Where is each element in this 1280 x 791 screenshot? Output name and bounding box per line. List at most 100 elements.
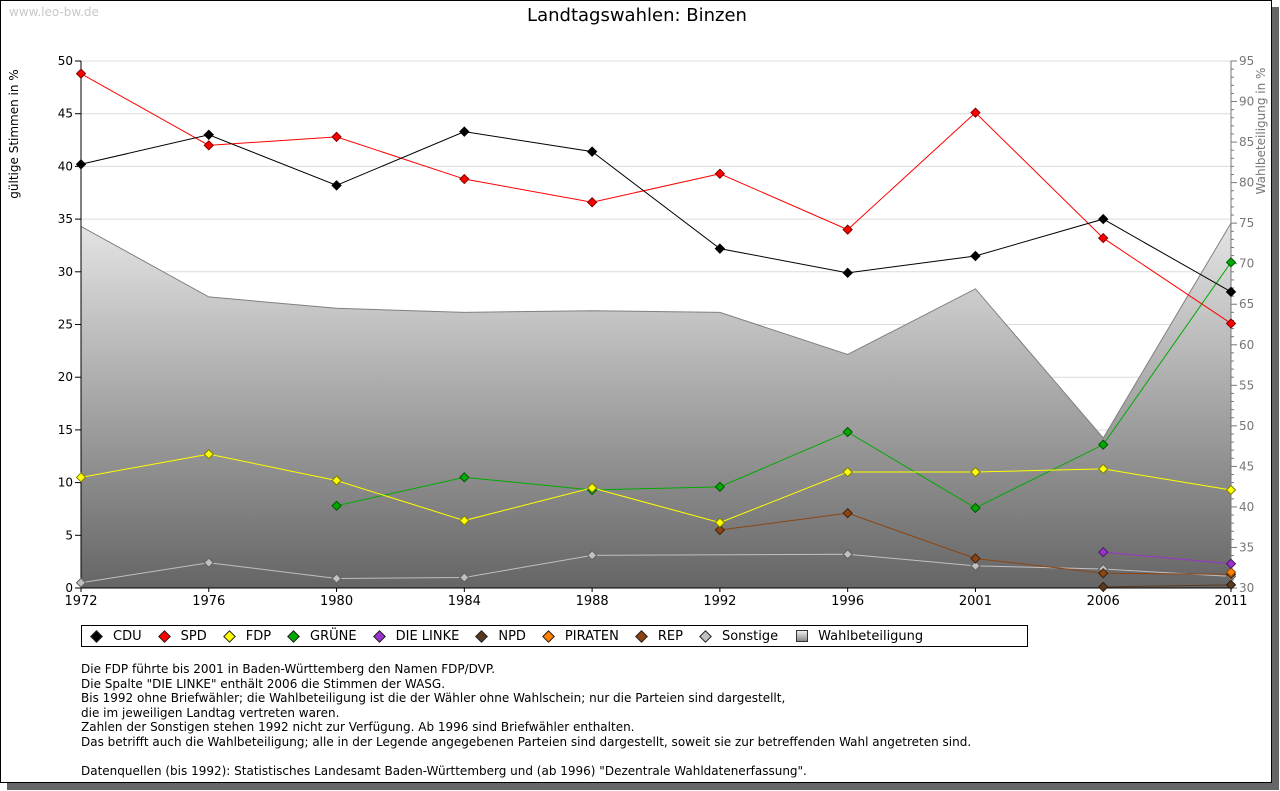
legend-label: Sonstige xyxy=(721,628,779,644)
data-point-grüne xyxy=(970,502,981,514)
legend-marker-icon xyxy=(287,629,300,643)
turnout-area-fill xyxy=(81,223,1231,588)
legend-item: DIE LINKE xyxy=(372,628,460,644)
legend-label: Wahlbeteiligung xyxy=(818,628,924,644)
legend-area-icon xyxy=(796,630,809,642)
legend-marker-icon xyxy=(157,629,171,643)
data-point-cdu xyxy=(970,250,981,262)
legend-marker-icon xyxy=(699,629,712,643)
data-point-fdp xyxy=(842,466,853,478)
data-point-fdp xyxy=(970,466,981,478)
y2-tick-label: 40 xyxy=(1239,500,1254,514)
turnout-line xyxy=(80,222,1232,439)
data-point-cdu xyxy=(842,267,853,279)
series-line-grüne xyxy=(336,262,1232,509)
y-tick-label: 20 xyxy=(58,370,73,384)
x-tick-label: 1984 xyxy=(448,594,481,609)
data-point-cdu xyxy=(714,243,726,254)
data-point-spd xyxy=(331,131,342,143)
series-line-fdp xyxy=(80,453,1232,524)
data-point-cdu xyxy=(1225,286,1237,298)
legend-item: GRÜNE xyxy=(287,628,357,644)
data-point-fdp xyxy=(586,482,598,494)
data-point-cdu xyxy=(75,159,87,170)
series-line-cdu xyxy=(80,131,1232,293)
data-point-fdp xyxy=(459,515,470,526)
legend-item: CDU xyxy=(90,628,142,644)
chart-svg: 0 5 10 15 20 25 30 35 40 45 50 30 35 40 45 50 55 60 65 70 75… xyxy=(7,54,1268,609)
data-point-sonstige xyxy=(331,573,342,584)
y-tick-label: 5 xyxy=(65,528,73,542)
legend-item: REP xyxy=(635,628,683,644)
data-point-spd xyxy=(203,140,214,151)
legend-item: SPD xyxy=(157,629,207,644)
data-point-sonstige xyxy=(842,549,853,560)
data-point-rep xyxy=(842,507,853,519)
y-tick-label: 50 xyxy=(58,54,73,68)
x-tick-label: 2006 xyxy=(1087,594,1120,609)
y-tick-label: 25 xyxy=(58,318,73,332)
legend-label: NPD xyxy=(498,628,526,644)
legend-item: PIRATEN xyxy=(542,629,619,644)
data-point-npd xyxy=(1098,581,1109,593)
turnout-area xyxy=(80,222,1232,588)
data-point-grüne xyxy=(1098,439,1109,450)
data-point-fdp xyxy=(203,448,214,460)
y-tick-label: 35 xyxy=(58,212,73,226)
x-tick-label: 1988 xyxy=(576,594,609,609)
data-point-die-linke xyxy=(1098,546,1109,558)
data-point-sonstige xyxy=(459,572,470,583)
data-point-spd xyxy=(842,224,853,235)
series-line-die-linke xyxy=(1103,551,1232,565)
data-point-spd xyxy=(586,197,598,208)
data-point-die-linke xyxy=(1225,558,1237,569)
x-tick-label: 2011 xyxy=(1214,594,1247,609)
footnote-line: Zahlen der Sonstigen stehen 1992 nicht z… xyxy=(81,720,635,734)
y2-tick-label: 60 xyxy=(1239,338,1254,352)
legend-label: CDU xyxy=(113,628,142,644)
legend-label: REP xyxy=(657,628,683,644)
y-axis-label: gültige Stimmen in % xyxy=(7,69,21,198)
data-point-spd xyxy=(1225,318,1237,329)
x-tick-label: 1996 xyxy=(831,594,864,609)
legend-label: FDP xyxy=(245,628,272,644)
y2-tick-label: 70 xyxy=(1239,257,1254,271)
data-point-cdu xyxy=(586,146,598,157)
y2-tick-label: 85 xyxy=(1239,135,1254,149)
data-point-fdp xyxy=(75,472,87,483)
data-point-sonstige xyxy=(586,550,598,561)
legend-item: FDP xyxy=(222,628,272,644)
series-line-spd xyxy=(80,73,1232,324)
footnote-line xyxy=(81,749,971,764)
y2-tick-label: 80 xyxy=(1239,176,1254,190)
data-point-rep xyxy=(714,524,726,536)
data-point-spd xyxy=(75,68,87,79)
legend-label: GRÜNE xyxy=(310,628,357,644)
series-line-npd xyxy=(1103,584,1232,588)
data-point-fdp xyxy=(1098,463,1109,475)
legend-label: DIE LINKE xyxy=(395,628,460,644)
y-tick-label: 0 xyxy=(65,581,73,595)
footnote-line: Die FDP führte bis 2001 in Baden-Württem… xyxy=(81,662,496,676)
data-point-spd xyxy=(714,168,726,179)
y-tick-label: 30 xyxy=(58,265,73,279)
y2-tick-label: 35 xyxy=(1239,540,1254,554)
data-point-fdp xyxy=(1225,484,1237,496)
y2-tick-label: 55 xyxy=(1239,378,1254,392)
data-point-spd xyxy=(459,173,470,185)
footnote-line: die im jeweiligen Landtag vertreten ware… xyxy=(81,705,340,720)
footnote-line: Das betrifft auch die Wahlbeteiligung; a… xyxy=(81,734,972,749)
footnotes: Die FDP führte bis 2001 in Baden-Württem… xyxy=(81,662,971,778)
series-markers xyxy=(75,68,1237,593)
data-point-spd xyxy=(970,107,981,118)
chart-title: Landtagswahlen: Binzen xyxy=(527,5,747,26)
data-point-sonstige xyxy=(203,557,214,568)
y2-axis-label: Wahlbeteiligung in % xyxy=(1254,68,1268,195)
data-point-cdu xyxy=(203,129,214,140)
x-tick-label: 1972 xyxy=(64,594,97,609)
y2-tick-label: 65 xyxy=(1239,297,1254,311)
footnote-line: Bis 1992 ohne Briefwähler; die Wahlbetei… xyxy=(81,691,786,705)
legend-marker-icon xyxy=(372,629,386,643)
x-tick-label: 1992 xyxy=(703,594,736,609)
